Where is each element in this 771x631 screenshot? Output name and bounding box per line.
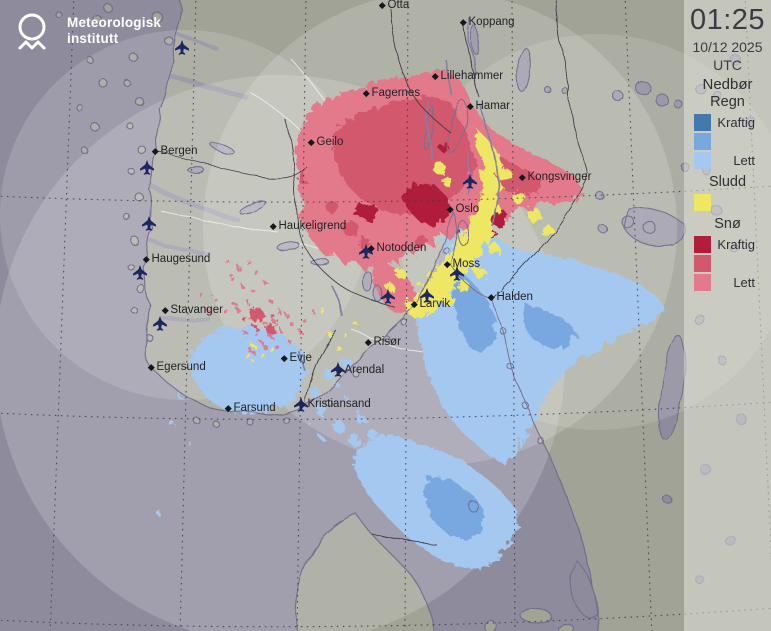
legend-row [694,132,771,151]
legend-group-label: Regn [710,94,745,110]
legend-row: Kraftig [694,113,771,132]
clock-time: 01:25 [689,4,766,36]
legend-group-label: Sludd [708,174,747,190]
legend-group-label: Snø [714,216,741,232]
legend-color-swatch [694,255,711,272]
legend-color-swatch [694,194,711,211]
legend-color-swatch [694,274,711,291]
legend-row: Kraftig [694,235,771,254]
legend-row: Lett [694,151,771,170]
met-logo-icon [18,13,46,50]
met-logo-line2: institutt [67,31,119,46]
precipitation-legend: Regn Kraftig Lett Sludd Snø Kraftig Lett [684,90,771,292]
clock-block: 01:25 10/12 2025 UTC Nedbør [684,4,771,93]
legend-row [694,193,771,212]
legend-color-swatch [694,236,711,253]
legend-row-label: Kraftig [717,237,755,252]
clock-date: 10/12 2025 [692,39,763,55]
legend-panel [684,0,771,631]
legend-row-label: Kraftig [717,115,755,130]
legend-row: Lett [694,273,771,292]
legend-row-label: Lett [733,153,755,168]
legend-row [694,254,771,273]
legend-title: Nedbør [702,76,753,93]
precipitation-layer [154,68,662,566]
met-logo-line1: Meteorologisk [67,15,162,30]
legend-color-swatch [694,152,711,169]
borders-black [157,0,589,545]
legend-row-label: Lett [733,275,755,290]
met-logo-text: Meteorologisk institutt [67,15,161,47]
met-institute-logo: Meteorologisk institutt [10,8,161,54]
legend-color-swatch [694,114,711,131]
legend-color-swatch [694,133,711,150]
clock-timezone: UTC [713,57,742,73]
